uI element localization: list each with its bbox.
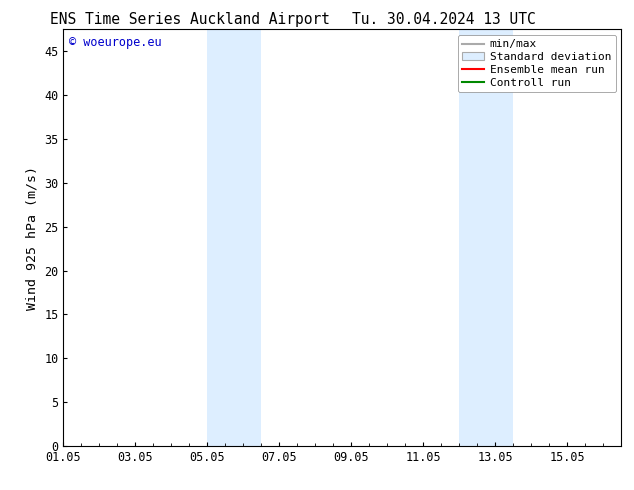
- Legend: min/max, Standard deviation, Ensemble mean run, Controll run: min/max, Standard deviation, Ensemble me…: [458, 35, 616, 92]
- Bar: [207, 29, 261, 446]
- Text: © woeurope.eu: © woeurope.eu: [69, 36, 162, 49]
- Bar: [460, 29, 514, 446]
- Text: ENS Time Series Auckland Airport: ENS Time Series Auckland Airport: [50, 12, 330, 27]
- Y-axis label: Wind 925 hPa (m/s): Wind 925 hPa (m/s): [26, 166, 39, 310]
- Text: Tu. 30.04.2024 13 UTC: Tu. 30.04.2024 13 UTC: [352, 12, 536, 27]
